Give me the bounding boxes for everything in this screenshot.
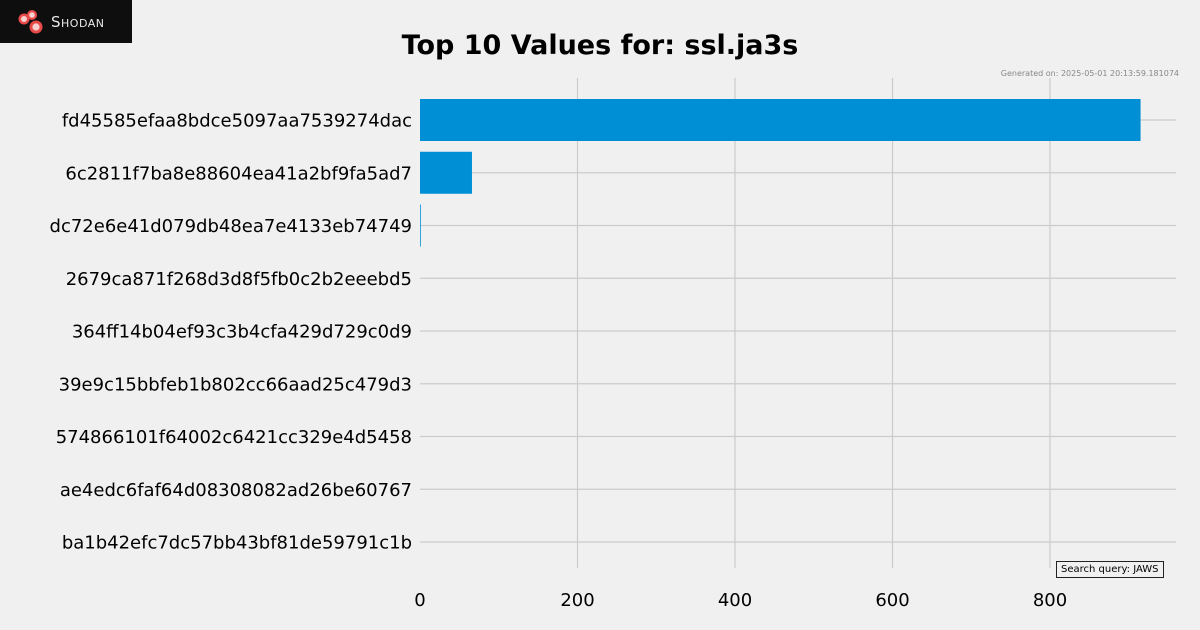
x-tick-label: 600: [875, 590, 909, 611]
category-label: 574866101f64002c6421cc329e4d5458: [56, 427, 412, 448]
category-label: 2679ca871f268d3d8f5fb0c2b2eeebd5: [66, 269, 412, 290]
bar: [420, 204, 421, 247]
grid-lines: [420, 78, 1176, 568]
bar: [420, 151, 472, 194]
chart-title: Top 10 Values for: ssl.ja3s: [402, 30, 799, 61]
category-label: 6c2811f7ba8e88604ea41a2bf9fa5ad7: [65, 163, 412, 184]
shodan-logo-icon: [18, 9, 43, 33]
bars: [420, 99, 1141, 247]
shodan-logo-text: Shodan: [51, 12, 105, 31]
x-tick-label: 200: [560, 590, 594, 611]
category-labels: fd45585efaa8bdce5097aa7539274dac 6c2811f7…: [50, 111, 412, 554]
category-label: dc72e6e41d079db48ea7e4133eb74749: [50, 216, 412, 237]
category-label: fd45585efaa8bdce5097aa7539274dac: [62, 111, 412, 132]
category-label: 39e9c15bbfeb1b802cc66aad25c479d3: [59, 374, 412, 395]
bar: [420, 99, 1141, 141]
x-tick-label: 800: [1033, 590, 1067, 611]
category-label: ba1b42efc7dc57bb43bf81de59791c1b: [62, 533, 412, 554]
x-tick-label: 400: [718, 590, 752, 611]
x-tick-label: 0: [414, 590, 425, 611]
category-label: ae4edc6faf64d08308082ad26be60767: [60, 480, 412, 501]
generated-timestamp: Generated on: 2025-05-01 20:13:59.181074: [1000, 69, 1179, 78]
category-label: 364ff14b04ef93c3b4cfa429d729c0d9: [72, 322, 412, 343]
search-query-box: Search query: JAWS: [1056, 561, 1164, 578]
shodan-logo[interactable]: Shodan: [0, 0, 132, 43]
x-tick-labels: 0 200 400 600 800: [414, 590, 1067, 611]
